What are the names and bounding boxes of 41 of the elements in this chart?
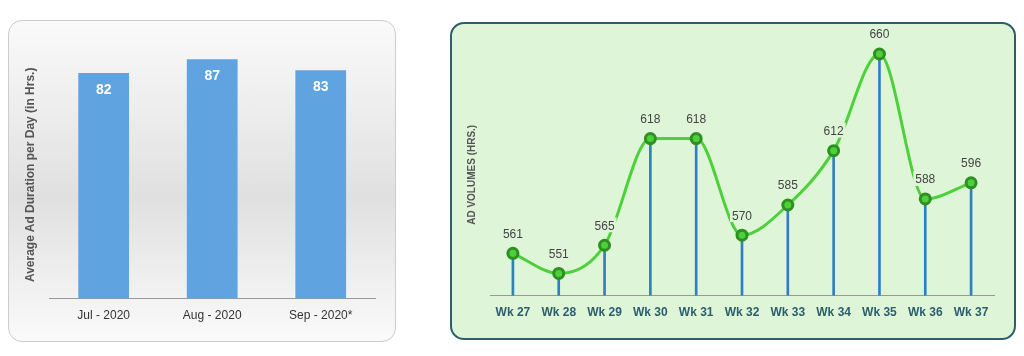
data-label: 87 (204, 67, 221, 84)
data-label: 561 (502, 226, 524, 241)
x-tick-label: Wk 32 (724, 305, 760, 320)
point (552, 266, 566, 280)
data-label: 551 (548, 246, 570, 261)
point (918, 192, 932, 206)
x-tick-label: Wk 29 (587, 305, 623, 320)
x-tick-label: Wk 33 (770, 305, 806, 320)
y-axis-title: AD VOLUMES (HRS.) (465, 124, 477, 225)
data-label: 596 (961, 156, 982, 171)
point (827, 144, 841, 158)
data-label: 618 (686, 111, 707, 126)
x-tick-label: Jul - 2020 (77, 308, 131, 323)
x-tick-label: Wk 27 (495, 305, 531, 320)
x-tick-label: Wk 35 (862, 305, 898, 320)
data-label: 570 (731, 208, 753, 223)
point (735, 228, 749, 242)
point (598, 238, 612, 252)
x-tick-label: Wk 37 (953, 305, 989, 320)
x-tick-label: Wk 34 (816, 305, 852, 320)
y-axis-title: Average Ad Duration per Day (in Hrs.) (22, 67, 37, 283)
x-tick-label: Wk 36 (907, 305, 943, 320)
point (872, 47, 886, 61)
x-tick-label: Wk 30 (633, 305, 669, 320)
data-label: 585 (777, 178, 799, 193)
data-label: 660 (869, 27, 890, 42)
data-label: 618 (640, 111, 661, 126)
data-label: 83 (312, 78, 329, 95)
data-label: 82 (95, 80, 112, 97)
data-label: 612 (823, 123, 844, 138)
x-tick-label: Wk 28 (541, 305, 577, 320)
point (964, 176, 978, 190)
data-label: 588 (915, 172, 936, 187)
point (643, 132, 657, 146)
point (506, 246, 520, 260)
x-tick-label: Wk 31 (678, 305, 714, 320)
x-tick-label: Sep - 2020* (289, 308, 353, 323)
point (781, 198, 795, 212)
data-label: 565 (594, 218, 615, 233)
point (689, 132, 703, 146)
x-tick-label: Aug - 2020 (182, 308, 242, 323)
